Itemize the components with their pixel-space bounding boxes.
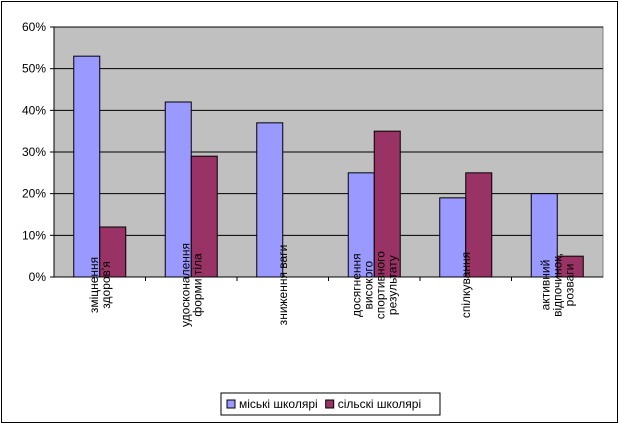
y-tick-label: 10% <box>22 228 46 242</box>
bar-rural <box>373 130 401 278</box>
legend-swatch <box>226 399 236 409</box>
bar-urban <box>164 101 192 278</box>
bar-rural <box>465 172 493 278</box>
bar-rural <box>99 226 127 278</box>
gridlines <box>54 26 603 236</box>
category-label: зміцненняздоров'я <box>87 257 113 313</box>
legend-label: сільскі школярі <box>338 397 421 411</box>
legend: міські школярі сільскі школярі <box>220 392 441 416</box>
y-tick-label: 50% <box>22 62 46 76</box>
y-tick-label: 20% <box>22 187 46 201</box>
y-tick-label: 40% <box>22 103 46 117</box>
category-label: спілкування <box>459 252 473 318</box>
legend-swatch <box>325 399 335 409</box>
category-label: зниження ваги <box>276 245 290 326</box>
bar-rural <box>190 155 218 278</box>
category-label: активнийвідпочинок,розваги <box>538 253 576 317</box>
category-label: удосконаленняформи тіла <box>178 243 204 327</box>
bar-urban <box>256 122 284 278</box>
y-tick-label: 30% <box>22 145 46 159</box>
bar-urban <box>530 193 558 278</box>
x-axis: зміцненняздоров'я удосконаленняформи тіла… <box>54 243 603 327</box>
category-label: досягненнявисокогоспортивногорезультату <box>349 251 399 320</box>
y-axis: 0% 10% 20% 30% 40% 50% 60% <box>22 20 55 284</box>
bars <box>73 55 584 278</box>
y-tick-label: 60% <box>22 20 46 34</box>
bar-urban <box>73 55 101 278</box>
y-tick-label: 0% <box>29 270 47 284</box>
legend-label: міські школярі <box>239 397 318 411</box>
